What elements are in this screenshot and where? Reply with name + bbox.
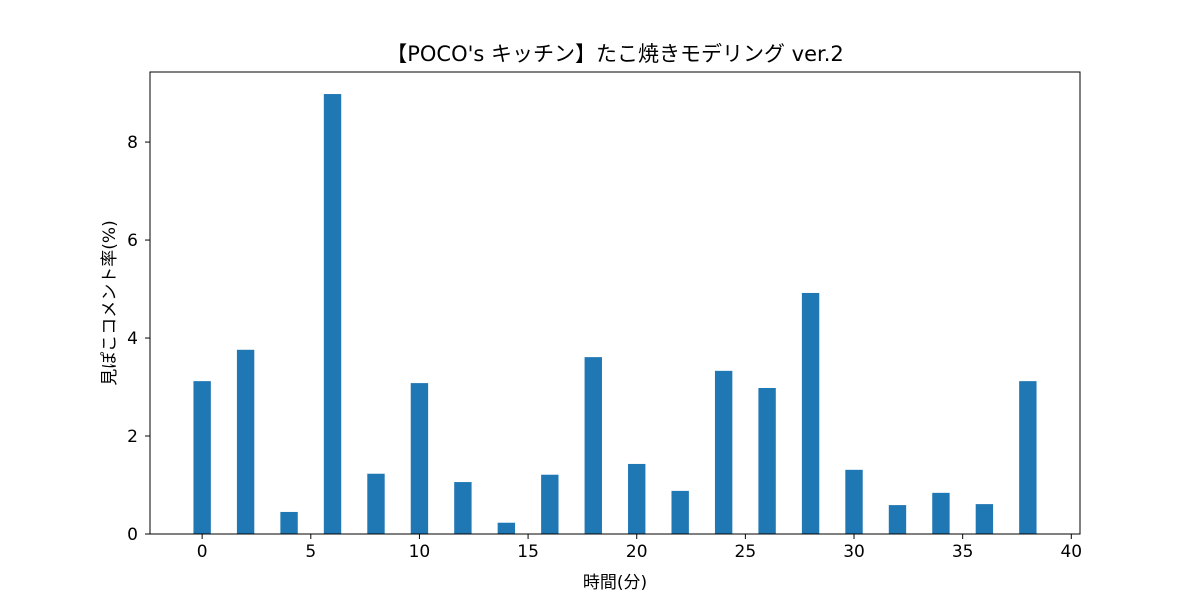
bar-x-8 <box>367 473 385 534</box>
x-axis-label: 時間(分) <box>583 573 647 593</box>
bar-x-2 <box>236 349 255 534</box>
bar-x-34 <box>932 492 950 534</box>
bar-x-20 <box>628 463 646 534</box>
chart-title: 【POCO's キッチン】たこ焼きモデリング ver.2 <box>386 42 844 66</box>
y-tick-label: 4 <box>127 329 138 349</box>
bar-x-36 <box>975 504 994 534</box>
y-tick-label: 0 <box>127 525 138 545</box>
bar-x-22 <box>671 490 689 534</box>
bar-x-18 <box>584 357 602 534</box>
y-axis-ticks: 0 2 4 6 8 <box>127 133 150 545</box>
x-tick-label: 0 <box>197 542 208 562</box>
bar-x-38 <box>1019 381 1037 534</box>
bar-x-30 <box>845 469 863 534</box>
x-tick-label: 5 <box>305 542 316 562</box>
x-axis-ticks: 0 5 10 15 20 25 30 35 40 <box>197 534 1082 562</box>
x-tick-label: 20 <box>626 542 648 562</box>
bars-layer <box>193 94 1037 534</box>
x-tick-label: 10 <box>409 542 431 562</box>
plot-frame <box>149 71 1081 535</box>
y-tick-label: 2 <box>127 427 138 447</box>
y-tick-label: 6 <box>127 231 138 251</box>
y-tick-label: 8 <box>127 133 138 153</box>
bar-x-24 <box>714 370 733 534</box>
x-tick-label: 15 <box>517 542 539 562</box>
bar-x-10 <box>410 383 429 534</box>
bar-x-28 <box>801 292 820 534</box>
bar-x-32 <box>888 505 907 534</box>
bar-x-14 <box>497 522 516 534</box>
bar-x-12 <box>454 482 472 534</box>
bar-x-16 <box>541 474 559 534</box>
x-tick-label: 40 <box>1060 542 1082 562</box>
bar-x-6 <box>323 94 342 534</box>
bar-x-0 <box>193 381 211 534</box>
bar-x-26 <box>758 388 776 534</box>
x-tick-label: 30 <box>843 542 865 562</box>
x-tick-label: 25 <box>735 542 757 562</box>
x-tick-label: 35 <box>952 542 974 562</box>
bar-x-4 <box>280 511 298 534</box>
y-axis-label: 見ぽこコメント率(%) <box>100 220 120 385</box>
